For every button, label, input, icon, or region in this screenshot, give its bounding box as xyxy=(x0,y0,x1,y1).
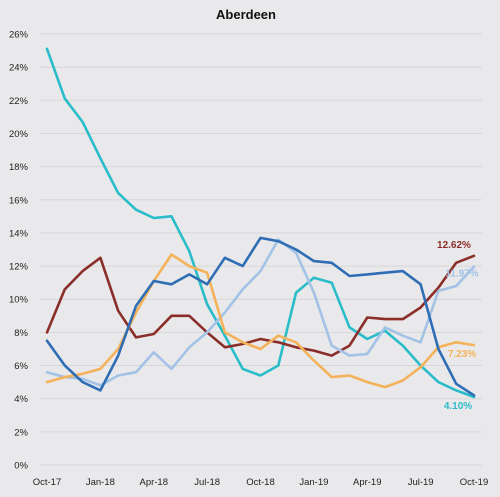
y-tick-label: 0% xyxy=(14,461,28,472)
x-tick-label: Apr-19 xyxy=(353,477,382,488)
series-end-label: 12.62% xyxy=(437,240,471,251)
series-end-label: 7.23% xyxy=(448,349,476,360)
y-tick-label: 24% xyxy=(9,63,29,74)
y-tick-label: 8% xyxy=(14,328,28,339)
y-tick-label: 4% xyxy=(14,394,28,405)
x-tick-label: Jul-19 xyxy=(408,477,434,488)
x-tick-label: Jul-18 xyxy=(194,477,220,488)
series-end-label: 4.10% xyxy=(444,401,472,412)
chart-title: Aberdeen xyxy=(216,7,276,22)
y-tick-label: 16% xyxy=(9,195,29,206)
series-line-4 xyxy=(45,253,476,389)
y-tick-label: 10% xyxy=(9,295,29,306)
x-tick-label: Apr-18 xyxy=(139,477,168,488)
x-tick-label: Oct-17 xyxy=(33,477,62,488)
y-tick-label: 12% xyxy=(9,262,29,273)
series-line-3 xyxy=(45,238,476,387)
y-tick-label: 20% xyxy=(9,129,29,140)
series-line-2 xyxy=(45,254,476,357)
y-tick-label: 18% xyxy=(9,162,29,173)
y-tick-label: 14% xyxy=(9,228,29,239)
y-tick-label: 2% xyxy=(14,427,28,438)
x-tick-label: Jan-18 xyxy=(86,477,115,488)
x-tick-label: Oct-18 xyxy=(246,477,275,488)
series-line-5 xyxy=(45,236,476,397)
series-line-1 xyxy=(45,47,476,399)
y-tick-label: 6% xyxy=(14,361,28,372)
y-tick-label: 26% xyxy=(9,30,29,41)
x-tick-label: Jan-19 xyxy=(299,477,328,488)
series-end-label: 11.97% xyxy=(445,269,478,280)
y-tick-label: 22% xyxy=(9,96,29,107)
x-tick-label: Oct-19 xyxy=(460,477,489,488)
